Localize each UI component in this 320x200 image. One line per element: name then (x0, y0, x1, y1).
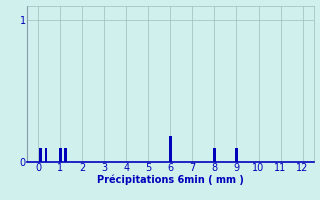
Bar (169, 136, 172, 162)
Bar (235, 148, 238, 162)
Bar (44, 148, 47, 162)
Bar (64, 148, 67, 162)
Bar (39, 148, 42, 162)
Bar (59, 148, 61, 162)
Bar (213, 148, 216, 162)
X-axis label: Précipitations 6min ( mm ): Précipitations 6min ( mm ) (97, 175, 244, 185)
